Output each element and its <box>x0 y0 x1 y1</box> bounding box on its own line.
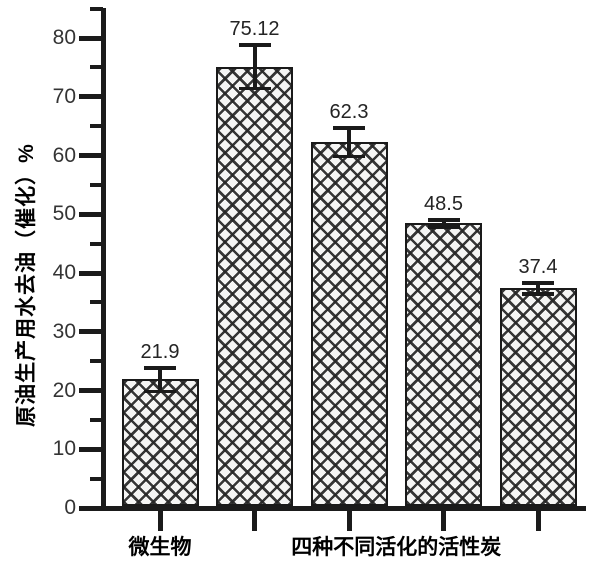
bar-value-label: 75.12 <box>229 17 280 40</box>
y-major-tick <box>79 35 103 41</box>
y-axis-line <box>100 7 106 511</box>
error-bar-whisker <box>441 219 446 227</box>
y-minor-tick <box>90 241 103 246</box>
error-bar-cap-bottom <box>522 292 554 296</box>
error-bar-cap-top <box>522 281 554 285</box>
x-tick <box>252 511 257 531</box>
y-tick-label: 50 <box>52 202 76 226</box>
error-bar-cap-bottom <box>427 225 460 229</box>
x-category-label: 微生物 <box>128 536 192 559</box>
x-tick <box>346 511 352 531</box>
y-minor-tick <box>90 65 103 70</box>
y-minor-tick <box>90 6 103 11</box>
bar <box>121 379 199 506</box>
y-major-tick <box>79 211 103 217</box>
y-tick-label: 0 <box>64 496 76 519</box>
x-axis-line <box>100 505 586 511</box>
error-bar-whisker <box>158 367 162 392</box>
bar <box>216 66 293 506</box>
error-bar-cap-bottom <box>333 154 365 159</box>
error-bar-cap-top <box>238 43 271 47</box>
bar-value-label: 21.9 <box>140 340 180 363</box>
y-tick-label: 80 <box>52 26 76 49</box>
y-major-tick <box>79 94 103 100</box>
bar <box>310 141 388 506</box>
error-bar-whisker <box>536 282 540 294</box>
y-minor-tick <box>90 359 103 364</box>
y-tick-label: 60 <box>52 143 76 167</box>
y-minor-tick <box>90 417 103 422</box>
error-bar-cap-top <box>144 366 176 370</box>
y-major-tick <box>79 446 103 452</box>
y-tick-label: 40 <box>52 261 76 284</box>
bar <box>405 223 482 506</box>
bar-value-label: 62.3 <box>329 100 369 123</box>
y-minor-tick <box>90 300 103 305</box>
y-minor-tick <box>90 476 103 481</box>
y-tick-label: 20 <box>52 378 76 402</box>
y-major-tick <box>79 270 103 276</box>
bar <box>499 288 577 506</box>
y-minor-tick <box>90 124 103 129</box>
y-major-tick <box>79 329 103 335</box>
error-bar-whisker <box>252 44 257 89</box>
y-tick-label: 70 <box>52 84 76 108</box>
x-tick <box>535 511 541 531</box>
y-major-tick <box>79 505 103 511</box>
y-major-tick <box>79 153 103 158</box>
y-tick-label: 30 <box>52 319 76 343</box>
y-tick-label: 10 <box>52 437 76 461</box>
error-bar-cap-bottom <box>238 86 271 91</box>
error-bar-cap-bottom <box>144 389 176 394</box>
bar-value-label: 48.5 <box>424 192 463 215</box>
error-bar-cap-top <box>427 218 460 222</box>
x-category-label: 四种不同活化的活性炭 <box>291 536 502 559</box>
error-bar-cap-top <box>333 126 365 130</box>
x-tick <box>441 511 446 531</box>
y-minor-tick <box>90 182 103 187</box>
x-tick <box>157 511 163 531</box>
bar-value-label: 37.4 <box>518 255 558 278</box>
error-bar-whisker <box>347 127 351 157</box>
y-major-tick <box>79 388 103 393</box>
